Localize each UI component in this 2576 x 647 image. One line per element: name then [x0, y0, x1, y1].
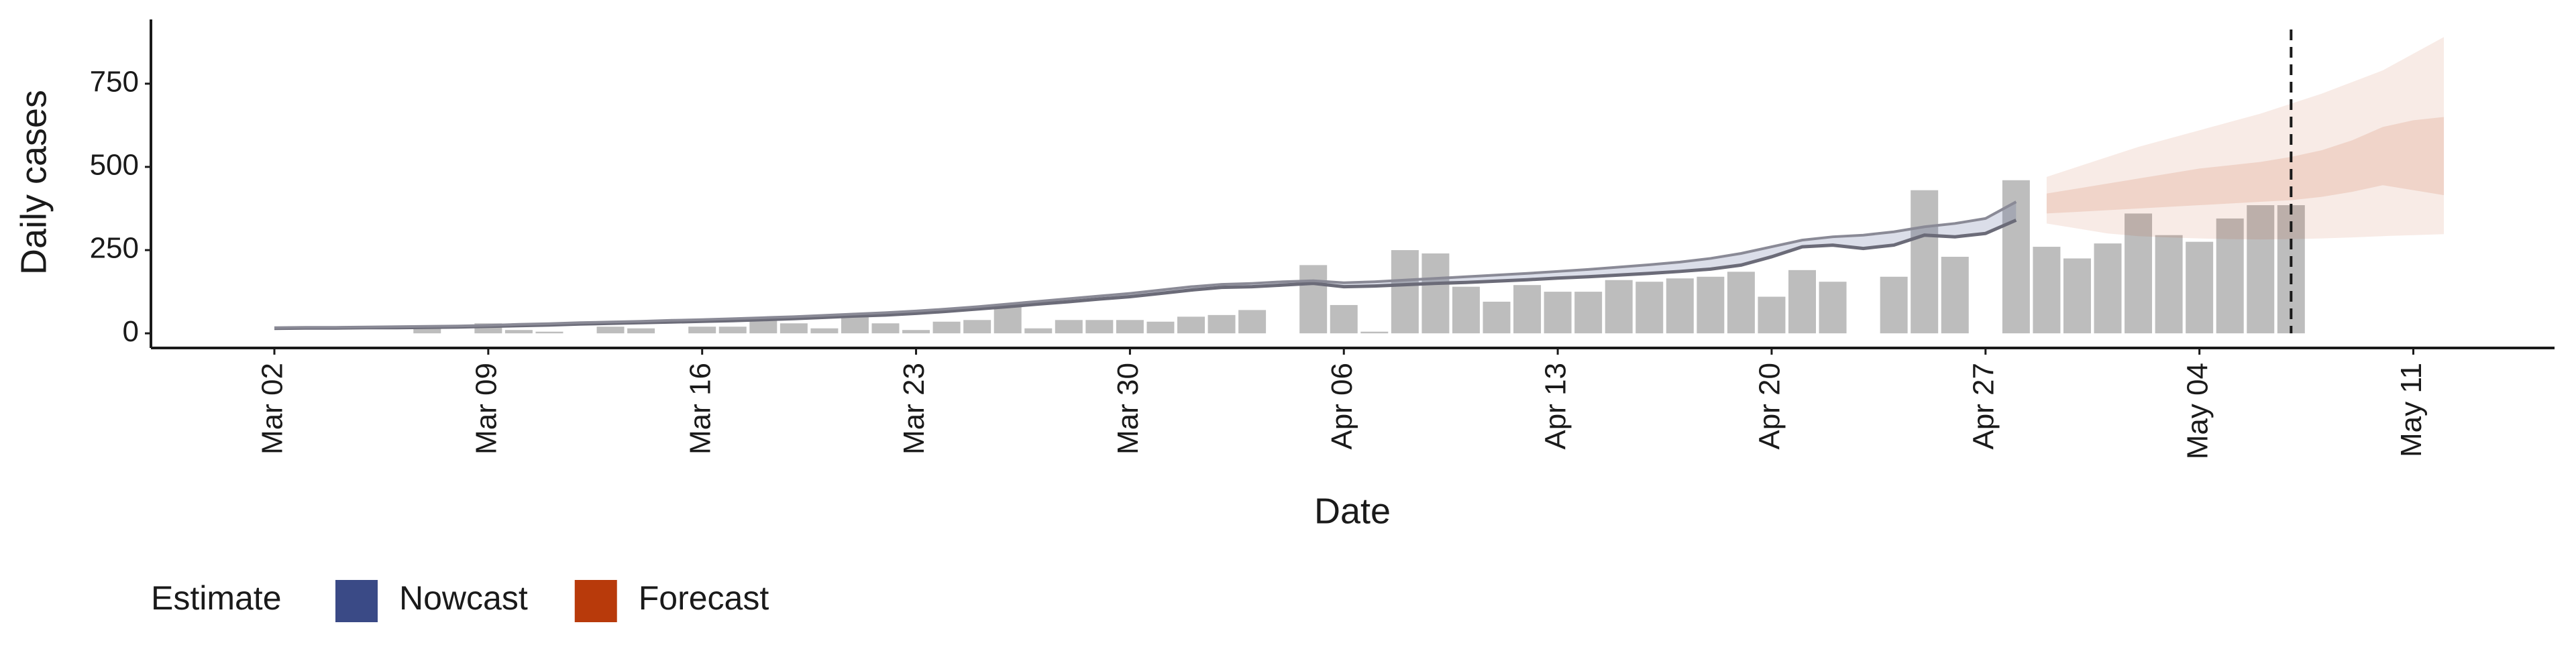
forecast-inner-band — [2046, 117, 2445, 214]
bar — [2094, 243, 2122, 334]
bar — [2186, 241, 2214, 334]
x-tick-label: Mar 09 — [470, 363, 502, 455]
bar — [1911, 190, 1939, 334]
y-tick-label: 750 — [90, 65, 139, 98]
bar — [1635, 282, 1664, 334]
bar — [2063, 258, 2091, 334]
bar — [902, 330, 930, 334]
bar — [1238, 310, 1267, 334]
x-tick-label: May 04 — [2181, 363, 2214, 459]
bar — [1697, 276, 1725, 334]
bar — [1941, 256, 1969, 334]
legend-label: Nowcast — [399, 579, 528, 617]
bar — [1177, 316, 1205, 334]
bar — [413, 328, 441, 334]
x-axis-title: Date — [1314, 491, 1391, 531]
bar — [780, 323, 808, 334]
bar — [718, 327, 747, 334]
bar — [1208, 314, 1236, 334]
bar — [1605, 280, 1633, 334]
x-tick-label: Mar 23 — [898, 363, 930, 455]
bar — [2125, 213, 2153, 334]
x-tick-label: Apr 06 — [1326, 363, 1358, 450]
x-tick-label: Apr 13 — [1540, 363, 1572, 450]
bar — [1146, 321, 1175, 334]
bar — [2155, 235, 2183, 334]
bar — [1880, 276, 1908, 334]
bar — [1666, 278, 1694, 334]
bar — [535, 331, 564, 334]
forecast-outer-band — [2046, 37, 2445, 240]
bar — [688, 327, 716, 334]
bar — [1024, 328, 1053, 334]
x-tick-label: Apr 27 — [1967, 363, 2000, 450]
x-tick-label: Mar 02 — [256, 363, 289, 455]
bar — [504, 330, 533, 334]
bar — [1391, 250, 1419, 334]
bar — [1299, 265, 1328, 334]
x-tick-label: Apr 20 — [1754, 363, 1786, 450]
y-tick-label: 250 — [90, 232, 139, 265]
bar — [1758, 296, 1786, 334]
legend-title: Estimate — [151, 579, 282, 617]
x-tick-label: Mar 30 — [1112, 363, 1144, 455]
bar — [963, 320, 991, 334]
bar — [1116, 320, 1144, 334]
bar — [1421, 253, 1450, 334]
bar — [1574, 292, 1603, 334]
bar — [932, 321, 961, 334]
legend-label: Forecast — [639, 579, 769, 617]
bar — [1483, 301, 1511, 334]
bar — [871, 323, 900, 334]
bar — [1513, 285, 1542, 334]
bar — [1727, 272, 1755, 334]
nowcast-band — [274, 202, 2017, 329]
bar — [1330, 304, 1358, 334]
y-axis-title: Daily cases — [13, 90, 54, 275]
bar — [994, 304, 1022, 334]
bar — [1055, 320, 1083, 334]
bar — [1452, 286, 1480, 334]
bar — [810, 328, 839, 334]
bar — [841, 316, 869, 334]
bar — [1544, 292, 1572, 334]
y-tick-label: 500 — [90, 149, 139, 182]
bar — [1788, 270, 1816, 334]
bar — [1360, 331, 1389, 334]
bar — [596, 327, 625, 334]
x-tick-label: May 11 — [2395, 363, 2428, 457]
bar — [2247, 205, 2275, 334]
legend-key — [574, 580, 617, 622]
bar — [749, 320, 777, 334]
bar — [2033, 247, 2061, 334]
x-tick-label: Mar 16 — [684, 363, 716, 455]
y-tick-label: 0 — [123, 315, 139, 348]
bar — [627, 328, 655, 334]
nowcast-upper-line — [274, 200, 2017, 329]
legend-key — [335, 580, 378, 622]
bar — [2216, 218, 2244, 334]
bar — [1819, 282, 1847, 334]
bar — [1085, 320, 1114, 334]
